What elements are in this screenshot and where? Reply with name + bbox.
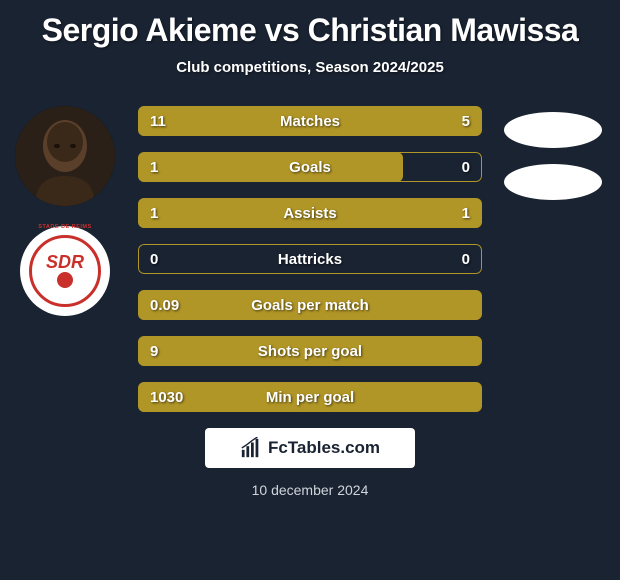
stat-label: Matches <box>138 106 482 136</box>
stat-label: Goals <box>138 152 482 182</box>
comparison-content: STADE DE REIMS SDR 11Matches51Goals01Ass… <box>0 106 620 412</box>
page-subtitle: Club competitions, Season 2024/2025 <box>0 59 620 76</box>
footer-brand-badge: FcTables.com <box>205 428 415 468</box>
chart-icon <box>240 437 262 459</box>
placeholder-ellipse <box>504 112 602 148</box>
stat-row: 0.09Goals per match <box>138 290 482 320</box>
stat-row: 0Hattricks0 <box>138 244 482 274</box>
stat-label: Shots per goal <box>138 336 482 366</box>
right-player-column <box>498 112 608 216</box>
stat-row: 1Assists1 <box>138 198 482 228</box>
stat-value-right: 1 <box>462 198 470 228</box>
avatar-placeholder-icon <box>15 106 115 206</box>
player-avatar <box>15 106 115 206</box>
left-player-column: STADE DE REIMS SDR <box>10 106 120 316</box>
date-text: 10 december 2024 <box>0 482 620 498</box>
stat-row: 9Shots per goal <box>138 336 482 366</box>
club-badge-banner: STADE DE REIMS <box>38 224 91 230</box>
club-badge-inner: STADE DE REIMS SDR <box>29 235 101 307</box>
club-badge: STADE DE REIMS SDR <box>20 226 110 316</box>
stat-value-right: 5 <box>462 106 470 136</box>
stat-row: 1030Min per goal <box>138 382 482 412</box>
stat-label: Goals per match <box>138 290 482 320</box>
stat-value-right: 0 <box>462 244 470 274</box>
club-badge-letters: SDR <box>46 254 84 270</box>
stat-label: Hattricks <box>138 244 482 274</box>
page-title: Sergio Akieme vs Christian Mawissa <box>0 0 620 49</box>
placeholder-ellipse <box>504 164 602 200</box>
footer-brand-text: FcTables.com <box>268 438 380 458</box>
stat-value-right: 0 <box>462 152 470 182</box>
stat-label: Min per goal <box>138 382 482 412</box>
stat-label: Assists <box>138 198 482 228</box>
stat-row: 1Goals0 <box>138 152 482 182</box>
stat-bars: 11Matches51Goals01Assists10Hattricks00.0… <box>138 106 482 412</box>
stat-row: 11Matches5 <box>138 106 482 136</box>
club-badge-ball-icon <box>57 272 73 288</box>
